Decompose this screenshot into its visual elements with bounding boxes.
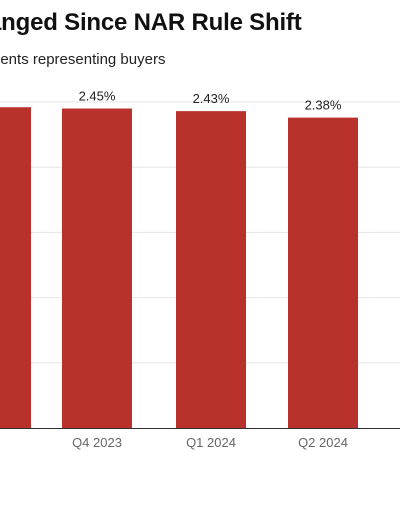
data-label-4: 2.38% [305,98,342,113]
x-tick-label-4: Q2 2024 [298,435,348,450]
data-label-2: 2.45% [79,89,116,104]
bar-2 [62,108,132,429]
x-tick-label-2: Q4 2023 [72,435,122,450]
x-tick-label-3: Q1 2024 [186,435,236,450]
bar-3 [176,111,246,429]
bar-4 [288,117,358,428]
bar-1 [0,107,31,428]
chart-subtitle: gents representing buyers [0,51,166,68]
data-label-3: 2.43% [193,91,230,106]
chart-title: anged Since NAR Rule Shift [0,9,302,36]
